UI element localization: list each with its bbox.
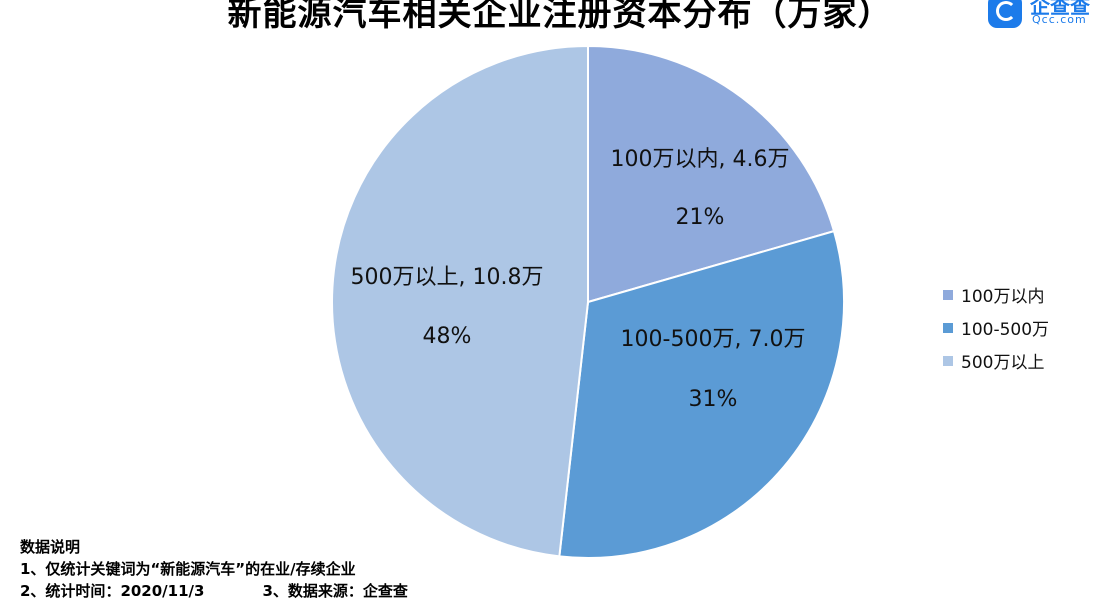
pie-slice-2	[558, 229, 845, 559]
pie-slice-3	[331, 44, 589, 558]
logo-cn-text: 企查查	[1030, 0, 1090, 18]
qcc-logo: 企查查 Qcc.com	[988, 0, 1118, 30]
notes-time: 2、统计时间：2020/11/3	[20, 582, 205, 600]
legend-swatch-1	[943, 289, 953, 300]
slice-value-label-2: 100-500万, 7.0万	[621, 327, 806, 352]
pie-slice-1	[587, 44, 836, 304]
slice-value-label-3: 500万以上, 10.8万	[351, 265, 544, 290]
legend-item-3: 500万以上	[943, 344, 1049, 377]
logo-en-text: Qcc.com	[1032, 13, 1087, 26]
qcc-logo-icon	[988, 0, 1022, 28]
slice-percent-label-3: 48%	[423, 324, 472, 349]
legend-item-2: 100-500万	[943, 311, 1049, 344]
legend-label-3: 500万以上	[961, 353, 1045, 373]
chart-title: 新能源汽车相关企业注册资本分布（万家）	[227, 0, 893, 34]
legend-swatch-3	[943, 355, 953, 366]
slice-percent-label-1: 21%	[676, 205, 725, 230]
notes-heading: 数据说明	[20, 538, 81, 556]
slice-percent-label-2: 31%	[689, 387, 738, 412]
slice-value-label-1: 100万以内, 4.6万	[611, 147, 790, 172]
chart-legend: 100万以内 100-500万 500万以上	[943, 278, 1049, 377]
legend-label-2: 100-500万	[961, 320, 1050, 340]
data-notes: 数据说明 1、仅统计关键词为“新能源汽车”的在业/存续企业 2、统计时间：202…	[20, 536, 408, 602]
legend-item-1: 100万以内	[943, 278, 1049, 311]
legend-swatch-2	[943, 322, 953, 333]
notes-source: 3、数据来源：企查查	[262, 582, 408, 600]
notes-line-2: 2、统计时间：2020/11/3 3、数据来源：企查查	[20, 580, 408, 602]
notes-line-1: 1、仅统计关键词为“新能源汽车”的在业/存续企业	[20, 560, 356, 578]
legend-label-1: 100万以内	[961, 287, 1045, 307]
